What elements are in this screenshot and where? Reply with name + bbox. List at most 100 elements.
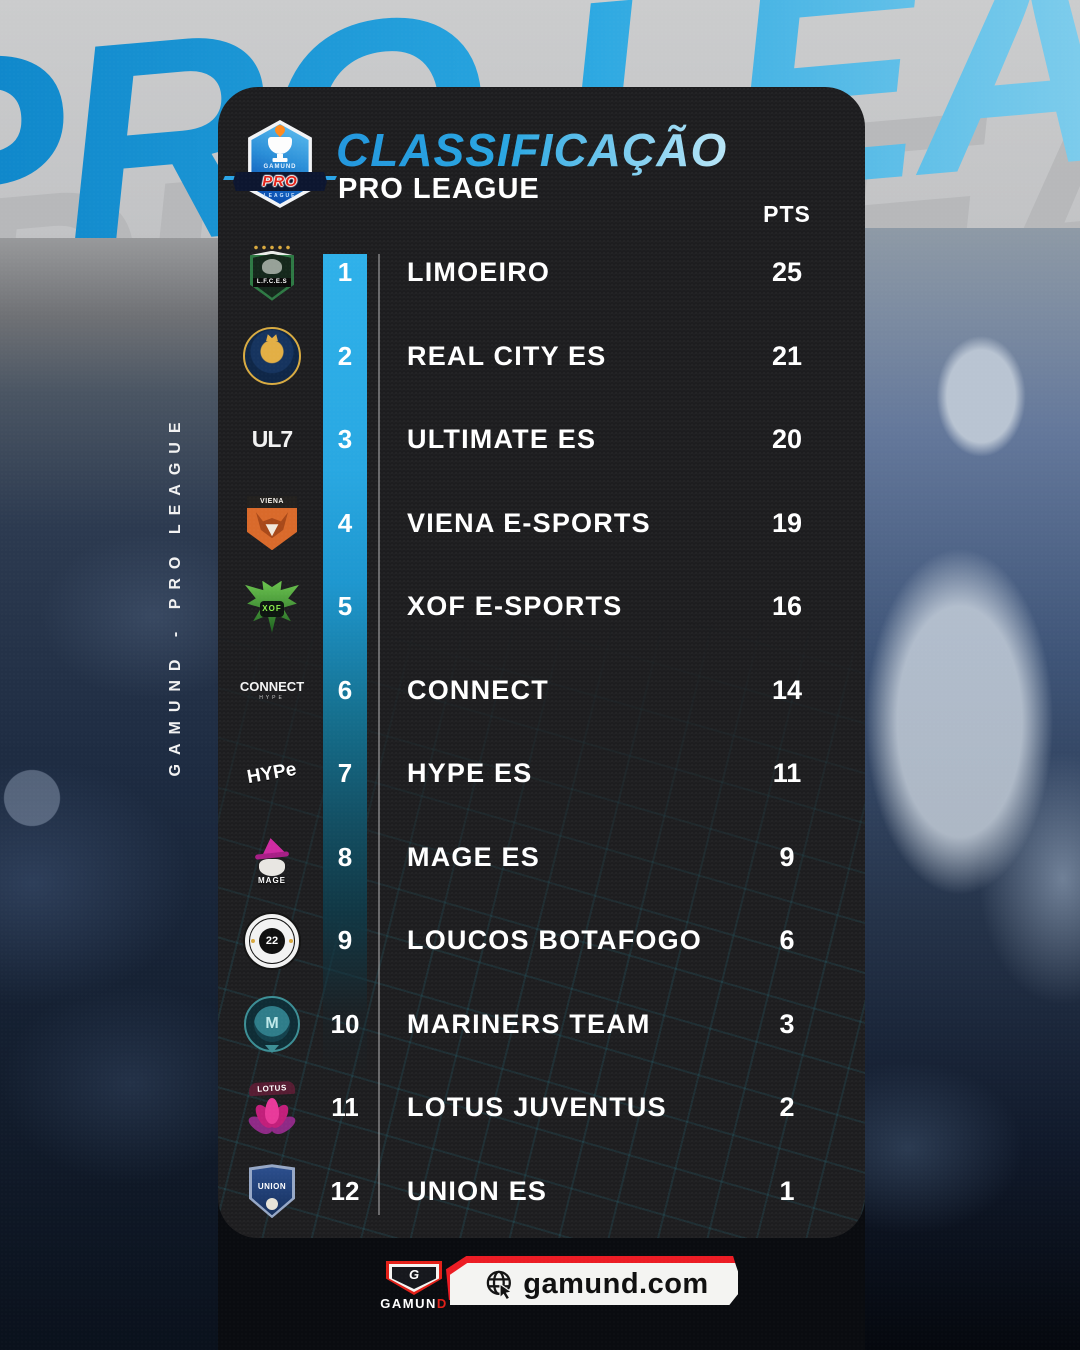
position-number: 8: [337, 841, 353, 872]
xof-wings-crest-logo: XOF: [245, 580, 299, 633]
table-row: UNION 12 UNION ES 1: [218, 1150, 865, 1234]
ul7-wordmark-logo: UL7: [251, 426, 293, 453]
table-row: 22 9 LOUCOS BOTAFOGO 6: [218, 899, 865, 983]
column-divider: [378, 254, 380, 1215]
crest-stars: [252, 244, 292, 250]
crest-text: LOTUS: [248, 1080, 296, 1096]
crest-text: VIENA: [260, 498, 284, 506]
table-row: UL7 3 ULTIMATE ES 20: [218, 398, 865, 482]
mage-wizard-crest-logo: MAGE: [249, 828, 295, 886]
union-crest-logo: UNION: [249, 1164, 295, 1219]
star-icons: [251, 938, 255, 943]
team-name: CONNECT: [407, 674, 549, 705]
badge-banner: PRO: [233, 172, 327, 191]
points-column-header: PTS: [763, 201, 811, 227]
globe-cursor-icon: [486, 1270, 514, 1299]
rank-gradient-bar: [323, 254, 367, 1078]
standings-table: L.F.C.E.S 1 LIMOEIRO 25 2 REAL CITY ES 2…: [218, 231, 865, 1233]
badge-main-label: PRO: [262, 173, 298, 190]
team-points: 21: [771, 340, 803, 371]
gamund-logo: G: [386, 1261, 442, 1295]
position-number: 5: [337, 591, 353, 622]
league-badge: GAMUND PRO LEAGUE: [223, 120, 337, 208]
team-points: 3: [779, 1008, 795, 1039]
position-number: 1: [337, 257, 353, 288]
footer: G GAMUND gamund.com: [0, 1245, 1080, 1325]
team-points: 6: [779, 925, 795, 956]
team-points: 16: [771, 591, 803, 622]
crest-text: CONNECT: [239, 679, 305, 695]
player-photo: [865, 228, 1080, 1350]
ball-icon: [266, 1198, 278, 1211]
crest-text: L.F.C.E.S: [253, 277, 291, 287]
team-points: 2: [779, 1092, 795, 1123]
team-name: UNION ES: [407, 1175, 548, 1206]
stadium-crowd-photo: [0, 238, 218, 1350]
crest-text: MAGE: [258, 876, 286, 886]
team-name: LIMOEIRO: [407, 257, 551, 288]
crest-emblem: [262, 258, 282, 274]
lfces-crest-logo: L.F.C.E.S: [248, 244, 296, 302]
position-number: 3: [337, 424, 353, 455]
table-row: L.F.C.E.S 1 LIMOEIRO 25: [218, 231, 865, 315]
team-name: VIENA E-SPORTS: [407, 507, 651, 538]
viena-fox-crest-logo: VIENA: [247, 496, 297, 551]
team-name: MAGE ES: [407, 841, 540, 872]
position-number: 2: [337, 340, 353, 371]
table-row: M 10 MARINERS TEAM 3: [218, 983, 865, 1067]
position-number: 6: [337, 674, 353, 705]
crest-text: 22: [259, 927, 285, 954]
table-row: HYPe 7 HYPE ES 11: [218, 732, 865, 816]
team-points: 20: [771, 424, 803, 455]
page-subtitle: PRO LEAGUE: [338, 173, 540, 205]
team-name: LOUCOS BOTAFOGO: [407, 925, 702, 956]
position-number: 4: [337, 507, 353, 538]
position-number: 11: [331, 1092, 359, 1123]
real-city-crest-logo: [243, 327, 301, 386]
wizard-beard-icon: [259, 859, 285, 877]
page-title: CLASSIFICAÇÃO: [336, 124, 728, 176]
trophy-icon: [268, 137, 292, 154]
crest-shield: L.F.C.E.S: [250, 250, 294, 301]
lotus-flower-icon: [245, 1096, 299, 1137]
team-name: HYPE ES: [407, 758, 533, 789]
side-vertical-label: GAMUND - PRO LEAGUE: [167, 413, 184, 777]
team-points: 1: [779, 1175, 795, 1206]
lotus-crest-logo: LOTUS: [245, 1079, 299, 1137]
team-points: 19: [771, 507, 803, 538]
website-url: gamund.com: [523, 1267, 709, 1300]
team-points: 25: [771, 257, 803, 288]
table-row: CONNECT HYPE 6 CONNECT 14: [218, 649, 865, 733]
team-points: 11: [772, 758, 802, 789]
crest-text: M: [254, 1006, 290, 1043]
team-name: XOF E-SPORTS: [407, 591, 623, 622]
table-row: LOTUS 11 LOTUS JUVENTUS 2: [218, 1066, 865, 1150]
team-name: MARINERS TEAM: [407, 1008, 651, 1039]
mariners-crest-logo: M: [244, 995, 300, 1054]
position-number: 9: [337, 925, 353, 956]
team-points: 9: [779, 841, 795, 872]
trophy-stem: [277, 154, 283, 158]
standings-card: GAMUND PRO LEAGUE CLASSIFICAÇÃO PRO LEAG…: [218, 87, 865, 1238]
website-banner[interactable]: gamund.com: [446, 1256, 738, 1306]
table-row: 2 REAL CITY ES 21: [218, 315, 865, 399]
table-row: VIENA 4 VIENA E-SPORTS 19: [218, 482, 865, 566]
badge-brand-label: GAMUND: [263, 164, 297, 170]
crest-subtext: HYPE: [259, 695, 285, 702]
position-number: 7: [337, 758, 353, 789]
crest-text: UNION: [257, 1181, 287, 1191]
team-name: REAL CITY ES: [407, 340, 607, 371]
badge-sub-label: LEAGUE: [263, 193, 297, 199]
connect-wordmark-logo: CONNECT HYPE: [240, 679, 304, 701]
hype-wordmark-logo: HYPe: [245, 758, 299, 788]
position-number: 12: [330, 1175, 360, 1206]
table-row: MAGE 8 MAGE ES 9: [218, 816, 865, 900]
crest-text: XOF: [260, 600, 284, 617]
team-name: ULTIMATE ES: [407, 424, 597, 455]
crown-icon: [266, 334, 278, 342]
trophy-base: [272, 158, 288, 162]
team-points: 14: [771, 674, 803, 705]
team-name: LOTUS JUVENTUS: [407, 1092, 667, 1123]
loucos-botafogo-crest-logo: 22: [243, 911, 301, 970]
